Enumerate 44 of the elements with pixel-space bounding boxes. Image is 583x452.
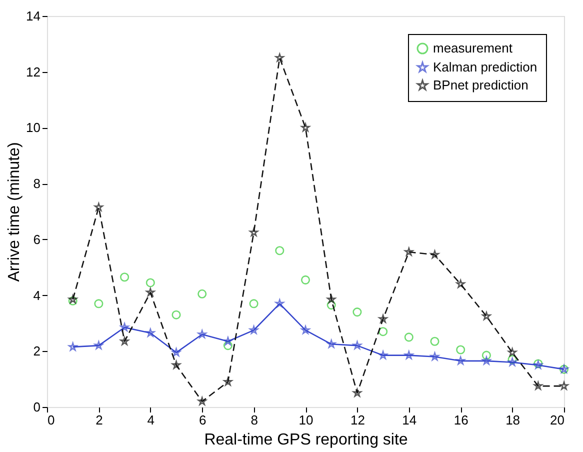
y-tick-label: 8: [33, 176, 40, 192]
x-tick-label: 0: [48, 412, 55, 428]
point: [326, 300, 336, 310]
x-tick-label: 18: [506, 412, 520, 428]
point: [172, 310, 181, 320]
point: [120, 272, 130, 282]
y-tick-label: 2: [33, 344, 40, 359]
point: [68, 296, 78, 306]
y-tick-label: 14: [26, 8, 40, 24]
point: [223, 341, 232, 350]
point: [378, 327, 388, 336]
y-axis-title: Arrive time (minute): [6, 142, 24, 282]
point: [430, 336, 440, 346]
point: [275, 246, 284, 256]
x-tick-label: 12: [350, 412, 365, 428]
point: [352, 308, 362, 317]
point: [198, 289, 207, 298]
x-tick-label: 8: [250, 412, 258, 428]
legend-label: measurement: [433, 40, 513, 56]
y-tick-label: 6: [33, 232, 40, 247]
x-tick-label: 10: [298, 412, 314, 428]
point: [146, 328, 155, 337]
x-tick-label: 20: [550, 412, 564, 428]
x-tick-label: 4: [147, 412, 155, 428]
point: [404, 332, 414, 342]
point: [94, 299, 104, 308]
y-tick-label: 10: [26, 120, 40, 136]
point: [482, 350, 491, 360]
point: [300, 275, 310, 284]
point: [146, 278, 155, 288]
y-tick-label: 12: [26, 64, 40, 80]
point: [249, 299, 258, 308]
point: [456, 345, 466, 354]
point: [249, 228, 258, 236]
x-axis-title: Real-time GPS reporting site: [204, 432, 408, 448]
y-tick-label: 4: [33, 288, 40, 303]
legend-label: Kalman prediction: [433, 60, 538, 74]
x-tick-label: 16: [454, 412, 468, 428]
x-tick-label: 6: [198, 412, 206, 428]
legend-label: BPnet prediction: [433, 78, 528, 92]
x-tick-label: 14: [402, 412, 417, 428]
x-tick-label: 2: [96, 412, 103, 428]
y-tick-label: 0: [33, 400, 40, 414]
point: [224, 336, 232, 346]
